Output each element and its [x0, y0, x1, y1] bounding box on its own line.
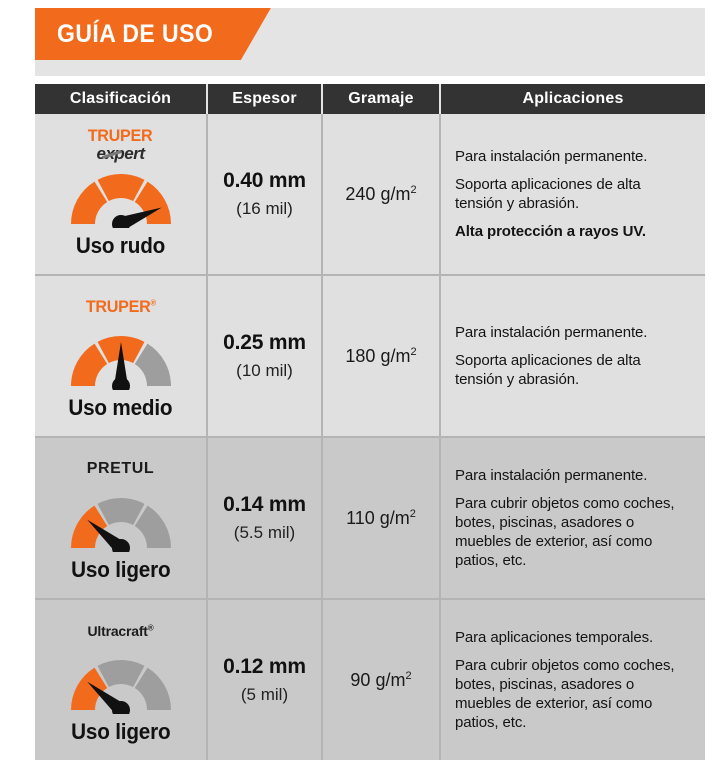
thickness-value: 0.14 mm — [223, 492, 306, 516]
weight-value: 90 g/m2 — [350, 669, 412, 690]
weight-value: 110 g/m2 — [346, 507, 416, 528]
brand-name-secondary: expert — [96, 144, 145, 163]
brand-name-primary: Ultracraft® — [87, 622, 154, 639]
cell-aplicaciones: Para instalación permanente. Soporta apli… — [440, 114, 705, 276]
usage-guide-table: Clasificación Espesor Gramaje Aplicacion… — [35, 84, 705, 760]
weight-exponent: 2 — [405, 669, 412, 682]
usage-gauge-icon — [70, 335, 171, 390]
use-level-label: Uso ligero — [70, 718, 171, 744]
thickness-value: 0.40 mm — [223, 168, 306, 192]
cell-clasificacion: TRUPER® Uso medio — [35, 275, 208, 438]
cell-aplicaciones: Para instalación permanente. Soporta apli… — [440, 275, 705, 438]
banner-tag: GUÍA DE USO — [35, 8, 271, 60]
column-header-clasificacion: Clasificación — [35, 84, 208, 114]
cell-gramaje: 240 g/m2 — [322, 114, 441, 276]
cell-clasificacion: Ultracraft® Uso ligero — [35, 599, 208, 760]
application-paragraph: Para instalación permanente. — [455, 323, 648, 341]
usage-gauge-icon — [70, 497, 171, 552]
brand-logo: TRUPER expert — [86, 126, 154, 163]
application-paragraph: Para aplicaciones temporales. — [455, 628, 654, 646]
cell-espesor: 0.40 mm (16 mil) — [207, 114, 323, 276]
cell-espesor: 0.12 mm (5 mil) — [207, 599, 323, 760]
weight-exponent: 2 — [410, 345, 417, 358]
table-header: Clasificación Espesor Gramaje Aplicacion… — [35, 84, 705, 114]
cell-aplicaciones: Para aplicaciones temporales. Para cubrir… — [440, 599, 705, 760]
table-body: TRUPER expert Uso rudo 0.40 mm (16 mil) … — [35, 114, 705, 760]
column-header-aplicaciones: Aplicaciones — [440, 84, 705, 114]
cell-aplicaciones: Para instalación permanente. Para cubrir … — [440, 437, 705, 600]
banner: GUÍA DE USO — [35, 8, 705, 76]
thickness-mil-value: (16 mil) — [236, 199, 293, 219]
weight-value: 240 g/m2 — [345, 183, 417, 204]
weight-value: 180 g/m2 — [345, 345, 417, 366]
use-level-label: Uso rudo — [75, 232, 166, 258]
weight-exponent: 2 — [409, 507, 416, 520]
registered-mark-icon: ® — [150, 298, 156, 308]
brand-name-primary: TRUPER — [88, 126, 153, 145]
cell-clasificacion: PRETUL Uso ligero — [35, 437, 208, 600]
thickness-value: 0.25 mm — [223, 330, 306, 354]
application-paragraph: Soporta aplicaciones de alta tensión y a… — [455, 175, 641, 212]
cell-gramaje: 180 g/m2 — [322, 275, 441, 438]
column-header-espesor: Espesor — [207, 84, 323, 114]
brand-name-primary: PRETUL — [86, 459, 155, 477]
cell-espesor: 0.25 mm (10 mil) — [207, 275, 323, 438]
cell-gramaje: 110 g/m2 — [322, 437, 441, 600]
banner-title: GUÍA DE USO — [57, 19, 214, 48]
brand-logo: TRUPER® — [84, 292, 158, 322]
brand-logo: PRETUL — [87, 454, 155, 484]
table-row: TRUPER expert Uso rudo 0.40 mm (16 mil) … — [35, 114, 705, 276]
thickness-mil-value: (5.5 mil) — [233, 523, 296, 543]
table-row: TRUPER® Uso medio 0.25 mm (10 mil) 180 g… — [35, 275, 705, 438]
usage-gauge-icon — [70, 659, 171, 714]
table-row: PRETUL Uso ligero 0.14 mm (5.5 mil) 110 … — [35, 437, 705, 600]
cell-gramaje: 90 g/m2 — [322, 599, 441, 760]
application-paragraph: Para instalación permanente. — [455, 147, 648, 165]
use-level-label: Uso medio — [68, 394, 173, 420]
table-header-row: Clasificación Espesor Gramaje Aplicacion… — [35, 84, 705, 114]
use-level-label: Uso ligero — [70, 556, 171, 582]
weight-exponent: 2 — [410, 183, 417, 196]
brand-logo: Ultracraft® — [88, 616, 154, 646]
application-paragraph: Para cubrir objetos como coches, botes, … — [455, 656, 675, 732]
usage-gauge-icon — [70, 173, 171, 228]
cell-clasificacion: TRUPER expert Uso rudo — [35, 114, 208, 276]
column-header-gramaje: Gramaje — [322, 84, 441, 114]
application-paragraph: Para cubrir objetos como coches, botes, … — [455, 494, 675, 570]
thickness-value: 0.12 mm — [223, 654, 306, 678]
application-paragraph: Alta protección a rayos UV. — [455, 223, 646, 241]
cell-espesor: 0.14 mm (5.5 mil) — [207, 437, 323, 600]
thickness-mil-value: (10 mil) — [236, 361, 293, 381]
brand-name-primary: TRUPER® — [85, 297, 156, 316]
table-row: Ultracraft® Uso ligero 0.12 mm (5 mil) 9… — [35, 599, 705, 760]
application-paragraph: Soporta aplicaciones de alta tensión y a… — [455, 351, 641, 389]
thickness-mil-value: (5 mil) — [240, 685, 289, 705]
application-paragraph: Para instalación permanente. — [455, 466, 648, 484]
registered-mark-icon: ® — [147, 622, 154, 632]
